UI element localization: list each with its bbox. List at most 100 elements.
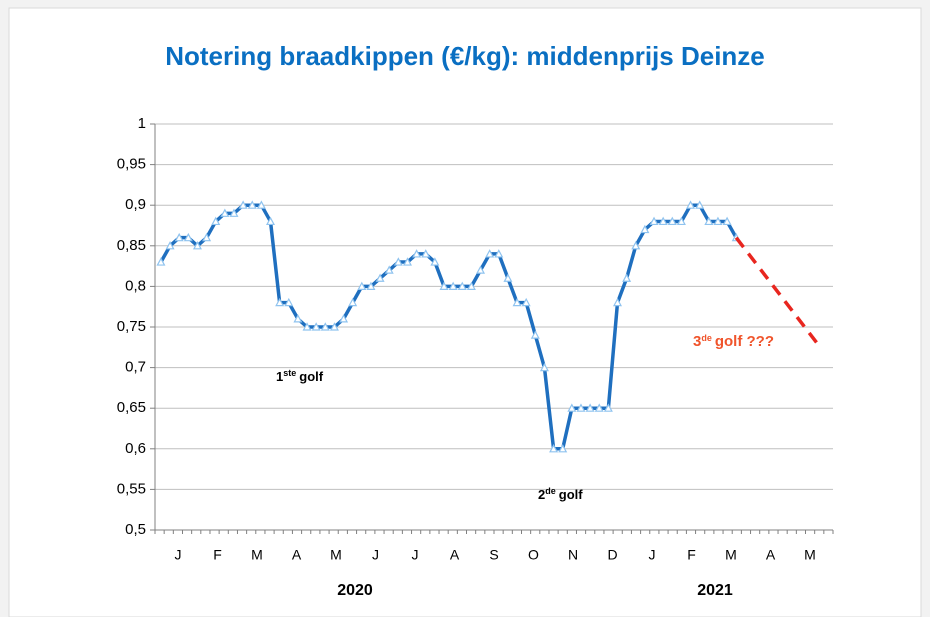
y-tick-label: 0,5: [125, 521, 146, 538]
marker: [220, 208, 230, 217]
x-month-label: M: [330, 547, 342, 563]
chart-frame: [8, 7, 922, 617]
marker: [466, 281, 476, 290]
x-month-label: J: [412, 547, 419, 563]
x-month-label: A: [450, 547, 460, 563]
marker: [421, 249, 431, 258]
x-month-label: F: [687, 547, 696, 563]
marker: [713, 216, 723, 226]
marker: [320, 322, 330, 331]
x-month-label: D: [607, 547, 617, 563]
marker: [275, 297, 285, 307]
x-month-label: F: [213, 547, 222, 563]
x-month-label: J: [175, 547, 182, 563]
y-tick-label: 0,65: [117, 399, 146, 416]
annotation-superscript: de: [701, 333, 712, 343]
marker: [622, 273, 632, 282]
x-month-label: M: [804, 547, 816, 563]
marker: [384, 265, 394, 274]
marker: [439, 281, 449, 290]
y-tick-label: 0,9: [125, 196, 146, 213]
marker: [348, 297, 358, 307]
marker: [494, 249, 504, 258]
marker: [375, 273, 385, 282]
x-month-label: O: [528, 547, 539, 563]
x-month-label: M: [251, 547, 263, 563]
price-line: [159, 203, 738, 451]
x-year-label: 2020: [337, 582, 373, 599]
marker: [211, 216, 221, 226]
marker: [640, 224, 650, 234]
annotation-superscript: ste: [283, 368, 296, 378]
x-month-label: S: [489, 547, 498, 563]
marker: [302, 322, 312, 331]
y-tick-label: 1: [138, 115, 146, 132]
annotation-text: golf ???: [715, 333, 774, 350]
marker: [521, 297, 531, 307]
marker: [256, 200, 266, 209]
y-tick-label: 0,6: [125, 440, 146, 457]
marker: [229, 208, 239, 217]
marker: [448, 281, 458, 290]
marker: [402, 257, 412, 266]
marker: [612, 297, 623, 307]
marker: [695, 200, 705, 209]
marker: [722, 216, 732, 226]
y-tick-label: 0,75: [117, 318, 146, 335]
marker: [512, 297, 522, 307]
marker: [238, 200, 248, 209]
x-month-label: M: [725, 547, 737, 563]
marker: [631, 241, 641, 250]
marker: [585, 403, 595, 412]
marker: [476, 265, 486, 274]
marker: [174, 232, 184, 242]
marker: [457, 281, 467, 290]
marker: [567, 403, 577, 412]
x-month-label: J: [372, 547, 379, 563]
annotation-number: 2: [538, 487, 545, 502]
marker: [183, 232, 193, 242]
x-month-label: A: [292, 547, 302, 563]
projection-line: [734, 236, 822, 349]
marker: [430, 257, 440, 266]
marker: [649, 216, 659, 226]
marker: [247, 200, 257, 209]
marker: [676, 216, 686, 226]
chart-title: Notering braadkippen (€/kg): middenprijs…: [165, 41, 765, 71]
x-month-label: J: [649, 547, 656, 563]
marker: [485, 249, 495, 258]
marker: [576, 403, 586, 412]
annotation-text: golf: [299, 369, 323, 384]
marker: [686, 200, 696, 209]
marker: [202, 232, 212, 242]
marker: [549, 444, 559, 453]
annotation: 3de golf ???: [693, 333, 774, 350]
annotation-number: 1: [276, 369, 283, 384]
marker: [311, 322, 321, 331]
marker: [667, 216, 677, 226]
annotation-text: golf: [559, 487, 583, 502]
x-month-label: A: [766, 547, 776, 563]
x-year-label: 2021: [697, 582, 733, 599]
marker: [594, 403, 604, 412]
marker: [293, 314, 303, 323]
marker: [366, 281, 376, 290]
y-tick-label: 0,7: [125, 359, 146, 376]
annotation: 2de golf: [538, 486, 583, 502]
y-tick-label: 0,55: [117, 480, 146, 497]
marker: [503, 273, 513, 282]
marker: [530, 330, 540, 339]
marker: [165, 241, 175, 250]
marker: [412, 249, 422, 258]
marker: [284, 297, 294, 307]
annotation-number: 3: [693, 333, 701, 350]
marker: [603, 403, 613, 412]
y-tick-label: 0,8: [125, 277, 146, 294]
marker: [339, 314, 349, 323]
marker: [266, 216, 276, 226]
marker: [192, 241, 202, 250]
marker: [357, 281, 367, 290]
annotation-superscript: de: [545, 486, 556, 496]
marker: [558, 444, 568, 453]
